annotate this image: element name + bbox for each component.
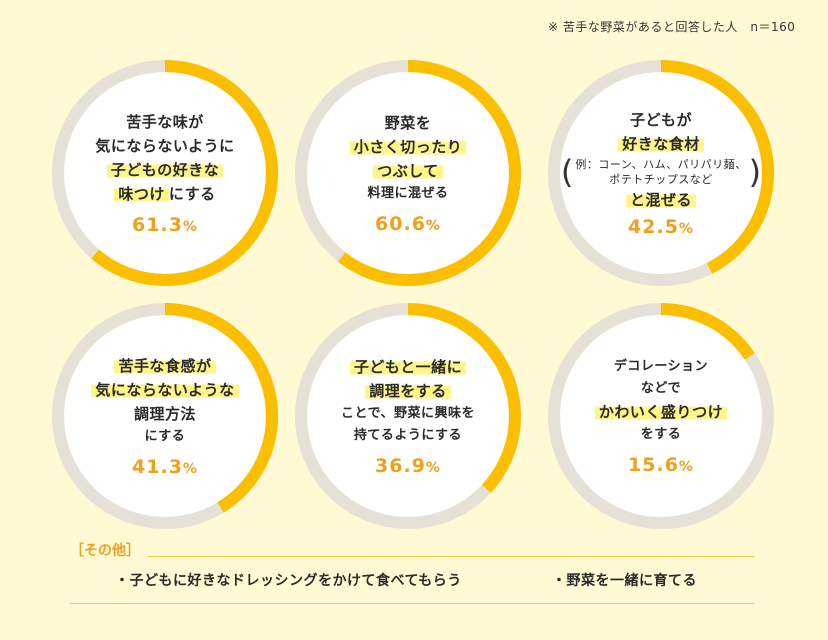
donut-chart-2: 野菜を 小さく切ったり つぶして 料理に混ぜる 60.6% [295, 60, 521, 286]
paren-close-icon: ) [748, 153, 762, 191]
percent-value: 42.5% [628, 216, 694, 238]
other-item: ・子どもに好きなドレッシングをかけて食べてもらう [115, 573, 462, 589]
percent-value: 61.3% [132, 214, 198, 236]
label-line: デコレーション [613, 359, 709, 374]
label-line: 苦手な味が [126, 113, 204, 131]
percent-value: 41.3% [132, 456, 198, 478]
highlight-text: 好きな食材 [618, 135, 704, 153]
donut-ring-icon [52, 303, 278, 529]
donut-chart-1: 苦手な味が 気にならないように 子どもの好きな 味つけ にする 61.3% [52, 60, 278, 286]
example-note: ( 例：コーン、ハム、パリパリ麺、 ポテトチップスなど ) [561, 156, 761, 188]
donut-chart-5: 子どもと一緒に 調理をする ことで、野菜に興味を 持てるようにする 36.9% [295, 303, 521, 529]
label-line: などで [640, 381, 682, 396]
highlight-text: 調理をする [365, 382, 451, 400]
label-line: にする [144, 429, 186, 444]
donut-chart-3: 子どもが 好きな食材 ( 例：コーン、ハム、パリパリ麺、 ポテトチップスなど )… [548, 60, 774, 286]
label-line: 子どもが [629, 111, 692, 129]
highlight-text: と混ぜる [625, 191, 696, 209]
donut-ring-icon [548, 60, 774, 286]
donut-chart-6: デコレーション などで かわいく盛りつけ をする 15.6% [548, 303, 774, 529]
example-line: ポテトチップスなど [609, 173, 713, 186]
percent-value: 15.6% [628, 454, 694, 476]
highlight-text: 小さく切ったり [349, 138, 467, 156]
highlight-text: 子どもの好きな [106, 161, 224, 179]
label-line: 気にならないように [95, 137, 235, 155]
percent-value: 36.9% [375, 455, 441, 477]
highlight-text: 気にならないような [91, 381, 239, 399]
highlight-text: かわいく盛りつけ [594, 403, 728, 421]
label-line: 調理方法 [133, 405, 196, 423]
highlight-text: 味つけ [114, 185, 169, 203]
highlight-text: つぶして [373, 162, 443, 180]
label-line: をする [640, 427, 682, 442]
label-line: 野菜を [384, 114, 432, 132]
label-line: ことで、野菜に興味を [340, 406, 476, 421]
donut-chart-4: 苦手な食感が 気にならないような 調理方法 にする 41.3% [52, 303, 278, 529]
label-line: にする [168, 185, 216, 203]
label-line: 持てるようにする [353, 428, 463, 443]
highlight-text: 子どもと一緒に [349, 358, 467, 376]
percent-value: 60.6% [375, 213, 441, 235]
divider [148, 556, 754, 557]
label-line: 料理に混ぜる [367, 186, 449, 201]
divider [70, 603, 754, 604]
other-title: ［その他］ [70, 543, 140, 559]
highlight-text: 苦手な食感が [114, 357, 216, 375]
paren-open-icon: ( [560, 153, 574, 191]
example-line: 例：コーン、ハム、パリパリ麺、 [575, 158, 747, 171]
sample-note: ※ 苦手な野菜があると回答した人 n＝160 [548, 20, 796, 34]
other-item: ・野菜を一緒に育てる [552, 573, 697, 589]
